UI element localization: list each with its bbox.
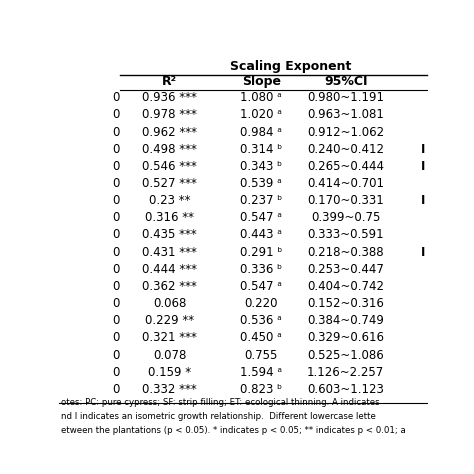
Text: I: I (420, 194, 425, 207)
Text: 0.755: 0.755 (245, 348, 278, 362)
Text: 1.594 ᵃ: 1.594 ᵃ (240, 366, 283, 379)
Text: Scaling Exponent: Scaling Exponent (230, 60, 351, 73)
Text: 0.404~0.742: 0.404~0.742 (307, 280, 384, 293)
Text: etween the plantations (p < 0.05). * indicates p < 0.05; ** indicates p < 0.01; : etween the plantations (p < 0.05). * ind… (61, 426, 406, 435)
Text: 0.399~0.75: 0.399~0.75 (311, 211, 381, 224)
Text: 0.329~0.616: 0.329~0.616 (307, 331, 384, 345)
Text: 0.414~0.701: 0.414~0.701 (307, 177, 384, 190)
Text: 0.978 ***: 0.978 *** (142, 109, 197, 121)
Text: 0.152~0.316: 0.152~0.316 (307, 297, 384, 310)
Text: 0.912~1.062: 0.912~1.062 (307, 126, 384, 138)
Text: 0.265~0.444: 0.265~0.444 (307, 160, 384, 173)
Text: I: I (420, 143, 425, 156)
Text: 0.240~0.412: 0.240~0.412 (307, 143, 384, 156)
Text: 0.431 ***: 0.431 *** (142, 246, 197, 259)
Text: 0: 0 (112, 211, 120, 224)
Text: 0.314 ᵇ: 0.314 ᵇ (240, 143, 283, 156)
Text: 0.336 ᵇ: 0.336 ᵇ (240, 263, 283, 276)
Text: 0.384~0.749: 0.384~0.749 (307, 314, 384, 327)
Text: 0.962 ***: 0.962 *** (142, 126, 197, 138)
Text: 0.218~0.388: 0.218~0.388 (308, 246, 384, 259)
Text: 0.078: 0.078 (153, 348, 186, 362)
Text: 0: 0 (112, 263, 120, 276)
Text: 0: 0 (112, 194, 120, 207)
Text: I: I (420, 160, 425, 173)
Text: 0: 0 (112, 126, 120, 138)
Text: 1.020 ᵃ: 1.020 ᵃ (240, 109, 282, 121)
Text: 0.443 ᵃ: 0.443 ᵃ (240, 228, 282, 241)
Text: 0.435 ***: 0.435 *** (142, 228, 197, 241)
Text: 0.23 **: 0.23 ** (149, 194, 190, 207)
Text: otes: PC: pure cypress; SF: strip filling; ET: ecological thinning. A indicates: otes: PC: pure cypress; SF: strip fillin… (61, 398, 380, 407)
Text: 0.980~1.191: 0.980~1.191 (307, 91, 384, 104)
Text: 0.170~0.331: 0.170~0.331 (308, 194, 384, 207)
Text: 1.080 ᵃ: 1.080 ᵃ (240, 91, 282, 104)
Text: 0: 0 (112, 297, 120, 310)
Text: 1.126~2.257: 1.126~2.257 (307, 366, 384, 379)
Text: nd I indicates an isometric growth relationship.  Different lowercase lette: nd I indicates an isometric growth relat… (61, 412, 376, 421)
Text: 0.444 ***: 0.444 *** (142, 263, 197, 276)
Text: 0.332 ***: 0.332 *** (142, 383, 197, 396)
Text: 0: 0 (112, 177, 120, 190)
Text: 0: 0 (112, 246, 120, 259)
Text: 0: 0 (112, 383, 120, 396)
Text: 0: 0 (112, 348, 120, 362)
Text: 0: 0 (112, 314, 120, 327)
Text: 0.450 ᵃ: 0.450 ᵃ (240, 331, 282, 345)
Text: 0.498 ***: 0.498 *** (142, 143, 197, 156)
Text: 0.291 ᵇ: 0.291 ᵇ (240, 246, 283, 259)
Text: 0.603~1.123: 0.603~1.123 (307, 383, 384, 396)
Text: 0: 0 (112, 109, 120, 121)
Text: 0.963~1.081: 0.963~1.081 (307, 109, 384, 121)
Text: 0.984 ᵃ: 0.984 ᵃ (240, 126, 282, 138)
Text: Slope: Slope (242, 75, 281, 88)
Text: 0.253~0.447: 0.253~0.447 (307, 263, 384, 276)
Text: 0.536 ᵃ: 0.536 ᵃ (240, 314, 282, 327)
Text: I: I (420, 246, 425, 259)
Text: 0.546 ***: 0.546 *** (142, 160, 197, 173)
Text: 0.823 ᵇ: 0.823 ᵇ (240, 383, 283, 396)
Text: 0: 0 (112, 91, 120, 104)
Text: 0: 0 (112, 280, 120, 293)
Text: 0.229 **: 0.229 ** (145, 314, 194, 327)
Text: 0.936 ***: 0.936 *** (142, 91, 197, 104)
Text: 0: 0 (112, 366, 120, 379)
Text: 95%CI: 95%CI (324, 75, 367, 88)
Text: 0.220: 0.220 (245, 297, 278, 310)
Text: R²: R² (162, 75, 177, 88)
Text: 0: 0 (112, 143, 120, 156)
Text: 0.547 ᵃ: 0.547 ᵃ (240, 280, 282, 293)
Text: 0.333~0.591: 0.333~0.591 (308, 228, 384, 241)
Text: 0.237 ᵇ: 0.237 ᵇ (240, 194, 283, 207)
Text: 0.525~1.086: 0.525~1.086 (308, 348, 384, 362)
Text: 0.547 ᵃ: 0.547 ᵃ (240, 211, 282, 224)
Text: 0.068: 0.068 (153, 297, 186, 310)
Text: 0.343 ᵇ: 0.343 ᵇ (240, 160, 283, 173)
Text: 0: 0 (112, 160, 120, 173)
Text: 0.159 *: 0.159 * (148, 366, 191, 379)
Text: 0.527 ***: 0.527 *** (142, 177, 197, 190)
Text: 0.539 ᵃ: 0.539 ᵃ (240, 177, 282, 190)
Text: 0.362 ***: 0.362 *** (142, 280, 197, 293)
Text: 0: 0 (112, 331, 120, 345)
Text: 0: 0 (112, 228, 120, 241)
Text: 0.316 **: 0.316 ** (145, 211, 194, 224)
Text: 0.321 ***: 0.321 *** (142, 331, 197, 345)
